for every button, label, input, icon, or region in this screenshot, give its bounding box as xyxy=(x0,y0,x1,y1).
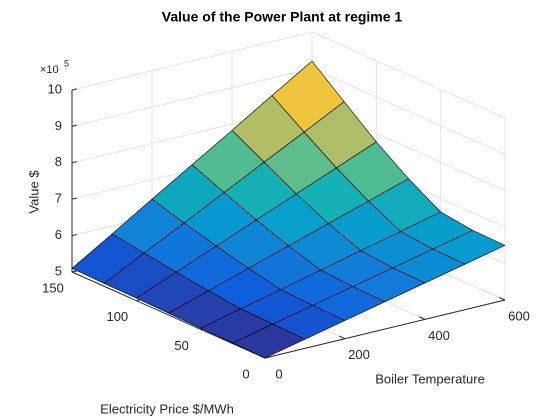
z-tick-label: 6 xyxy=(55,227,62,242)
x-tick xyxy=(339,335,346,340)
grid-line xyxy=(311,67,506,155)
x-tick xyxy=(499,296,506,301)
x-tick-label: 400 xyxy=(428,328,450,343)
axis-line xyxy=(71,271,266,359)
y-tick-label: 150 xyxy=(42,280,64,295)
surface-face xyxy=(232,323,306,359)
z-tick xyxy=(71,161,77,164)
z-tick xyxy=(71,88,77,91)
z-tick-label: 10 xyxy=(48,81,62,96)
x-tick-label: 0 xyxy=(275,366,282,381)
z-tick-label: 9 xyxy=(55,118,62,133)
grid-line xyxy=(311,31,506,119)
z-tick xyxy=(71,124,77,127)
x-tick xyxy=(419,316,426,320)
z-tick xyxy=(71,197,77,200)
x-tick-label: 200 xyxy=(348,347,370,362)
axis-line xyxy=(264,299,506,359)
z-tick-label: 5 xyxy=(55,263,62,278)
z-multiplier-exponent: 5 xyxy=(64,58,69,68)
y-tick-label: 100 xyxy=(106,309,128,324)
x-tick-label: 600 xyxy=(508,308,530,323)
y-axis-label: Electricity Price $/MWh xyxy=(100,401,234,416)
chart-title: Value of the Power Plant at regime 1 xyxy=(162,9,403,25)
z-tick xyxy=(71,233,77,237)
y-tick-label: 0 xyxy=(242,366,249,381)
x-axis-label: Boiler Temperature xyxy=(375,371,485,386)
z-axis-label: Value $ xyxy=(26,170,41,214)
z-tick xyxy=(71,270,77,273)
z-tick-label: 7 xyxy=(55,191,62,206)
grid-line xyxy=(71,67,313,127)
z-tick-label: 8 xyxy=(55,154,62,169)
z-multiplier: ×10 xyxy=(40,64,59,76)
grid-line xyxy=(71,31,313,91)
y-tick-label: 50 xyxy=(174,338,188,353)
